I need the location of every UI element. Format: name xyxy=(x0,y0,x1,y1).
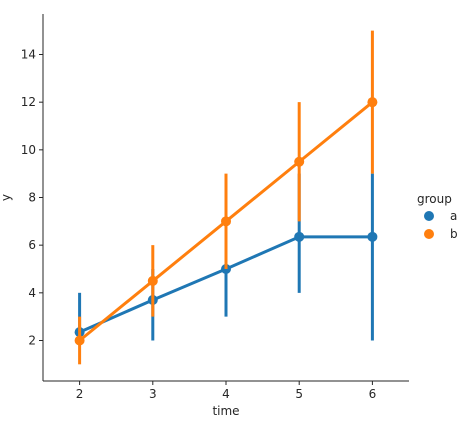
x-tick-label: 2 xyxy=(76,387,84,401)
y-tick-label: 10 xyxy=(21,143,36,157)
legend-label-b: b xyxy=(450,227,458,241)
legend-title: group xyxy=(417,192,452,206)
point-b xyxy=(367,97,378,108)
x-axis-label: time xyxy=(212,404,239,418)
point-a xyxy=(367,231,378,242)
point-b xyxy=(221,216,231,227)
point-a xyxy=(294,231,305,242)
y-tick-label: 8 xyxy=(28,191,36,205)
x-tick-label: 5 xyxy=(295,387,303,401)
plot-area xyxy=(74,30,378,365)
point-b xyxy=(294,156,305,167)
x-tick-label: 3 xyxy=(149,387,157,401)
legend-marker-b xyxy=(424,229,434,239)
x-tick-label: 4 xyxy=(222,387,230,401)
legend-marker-a xyxy=(424,211,434,221)
point-b xyxy=(74,335,85,346)
y-tick-label: 6 xyxy=(28,238,36,252)
y-tick-label: 4 xyxy=(28,286,36,300)
y-tick-label: 12 xyxy=(21,95,36,109)
axes: 2 3 4 5 6 2 4 6 8 10 12 14 xyxy=(21,14,409,401)
x-tick-label: 6 xyxy=(369,387,377,401)
series-b xyxy=(74,30,378,365)
y-tick-label: 14 xyxy=(21,48,36,62)
legend: group ab xyxy=(417,192,458,241)
point-b xyxy=(147,275,158,286)
legend-label-a: a xyxy=(450,209,457,223)
y-axis-label: y xyxy=(0,194,13,201)
y-tick-label: 2 xyxy=(28,333,36,347)
